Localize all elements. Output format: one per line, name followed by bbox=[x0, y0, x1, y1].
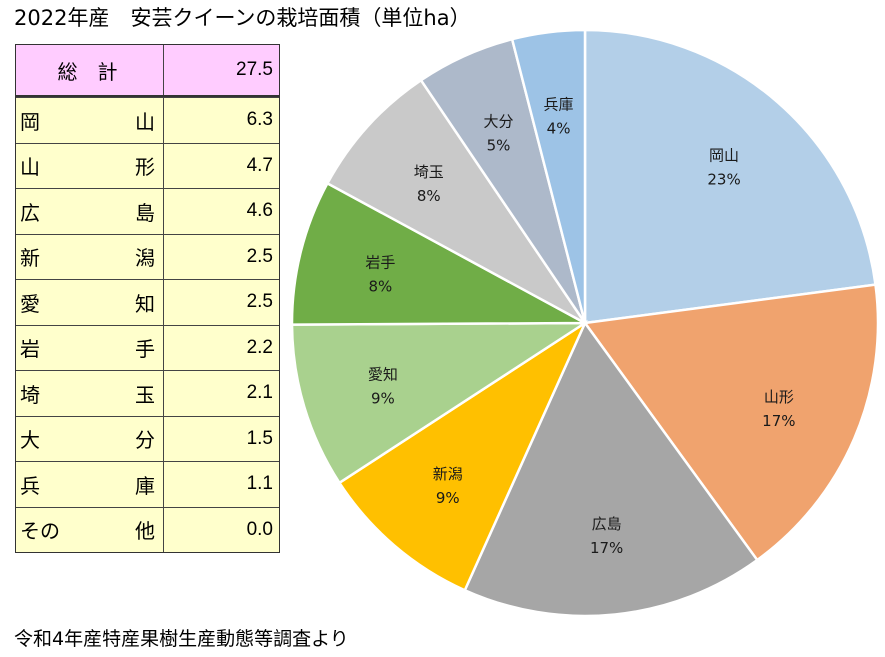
pie-slice bbox=[325, 78, 587, 325]
pie-chart: 岡山 23% 山形 17% 広島 17% 新潟 9% 愛知 9% 岩手 8% 埼玉 8% 大分 5% 兵庫 4% bbox=[290, 28, 880, 618]
prefecture-char-2: 潟 bbox=[135, 246, 155, 271]
prefecture-cell: 大分 bbox=[16, 416, 164, 461]
pie-slice bbox=[290, 181, 586, 326]
prefecture-cell: 広島 bbox=[16, 189, 164, 234]
table-row: 埼玉 2.1 bbox=[16, 370, 279, 416]
prefecture-char-2: 形 bbox=[135, 155, 155, 180]
prefecture-char-2: 手 bbox=[135, 337, 155, 362]
pie-slice bbox=[290, 321, 590, 485]
total-value: 27.5 bbox=[236, 59, 273, 80]
slice-label: 埼玉 bbox=[414, 163, 444, 181]
prefecture-char-1: 山 bbox=[20, 155, 40, 180]
area-value: 2.2 bbox=[246, 336, 273, 358]
prefecture-char-1: 兵 bbox=[20, 473, 40, 498]
prefecture-char-2: 知 bbox=[135, 291, 155, 316]
prefecture-cell: 兵庫 bbox=[16, 462, 164, 507]
table-row: その 他 0.0 bbox=[16, 506, 279, 552]
slice-label: 新潟 bbox=[433, 465, 463, 483]
slice-percent: 9% bbox=[371, 390, 395, 408]
total-label: 総 計 bbox=[16, 45, 164, 95]
slice-percent: 8% bbox=[417, 187, 441, 205]
slice-label: 広島 bbox=[592, 515, 622, 533]
slice-percent: 4% bbox=[547, 120, 571, 138]
table-row: 愛知 2.5 bbox=[16, 279, 279, 325]
slice-percent: 5% bbox=[487, 137, 511, 155]
prefecture-cell: 埼玉 bbox=[16, 371, 164, 416]
prefecture-char-1: その bbox=[20, 519, 60, 544]
table-row: 広島 4.6 bbox=[16, 188, 279, 234]
pie-slice bbox=[337, 319, 588, 592]
slice-label: 山形 bbox=[764, 388, 794, 406]
table-row: 岩手 2.2 bbox=[16, 324, 279, 370]
table-row: 兵庫 1.1 bbox=[16, 461, 279, 507]
table-row: 岡山 6.3 bbox=[16, 97, 279, 143]
prefecture-cell: 岡山 bbox=[16, 98, 164, 143]
area-value: 2.5 bbox=[246, 291, 273, 313]
area-value: 0.0 bbox=[246, 518, 273, 540]
prefecture-char-1: 愛 bbox=[20, 291, 40, 316]
area-value: 2.1 bbox=[246, 382, 273, 404]
slice-percent: 9% bbox=[436, 489, 460, 507]
table-row: 大分 1.5 bbox=[16, 415, 279, 461]
prefecture-cell: 岩手 bbox=[16, 325, 164, 370]
area-value: 1.1 bbox=[246, 473, 273, 495]
prefecture-char-1: 新 bbox=[20, 246, 40, 271]
prefecture-char-2: 島 bbox=[135, 200, 155, 225]
prefecture-cell: その 他 bbox=[16, 507, 164, 552]
source-note: 令和4年産特産果樹生産動態等調査より bbox=[14, 628, 349, 650]
area-value: 4.7 bbox=[246, 154, 273, 176]
slice-label: 岡山 bbox=[709, 146, 739, 164]
prefecture-char-1: 埼 bbox=[20, 382, 40, 407]
slice-percent: 17% bbox=[590, 539, 623, 557]
prefecture-char-2: 分 bbox=[135, 428, 155, 453]
slice-percent: 17% bbox=[762, 412, 795, 430]
pie-slice bbox=[582, 283, 880, 562]
table-row: 山形 4.7 bbox=[16, 142, 279, 188]
slice-label: 大分 bbox=[483, 113, 513, 131]
slice-label: 愛知 bbox=[368, 366, 398, 384]
prefecture-char-1: 大 bbox=[20, 428, 40, 453]
area-value: 6.3 bbox=[246, 109, 273, 131]
prefecture-cell: 新潟 bbox=[16, 234, 164, 279]
prefecture-char-1: 岩 bbox=[20, 337, 40, 362]
slice-percent: 8% bbox=[368, 278, 392, 296]
prefecture-char-1: 岡 bbox=[20, 109, 40, 134]
slice-label: 兵庫 bbox=[544, 96, 574, 114]
area-value: 1.5 bbox=[246, 427, 273, 449]
prefecture-char-2: 山 bbox=[135, 109, 155, 134]
pie-slice bbox=[510, 28, 587, 324]
pie-slice bbox=[583, 28, 877, 325]
pie-slice bbox=[463, 320, 759, 618]
prefecture-char-2: 庫 bbox=[135, 473, 155, 498]
area-table: 総 計 27.5 岡山 6.3 山形 4.7 広島 4.6 新潟 2.5 愛知 2.5 岩手 2.2 埼… bbox=[15, 44, 280, 553]
table-row-total: 総 計 27.5 bbox=[16, 45, 279, 97]
prefecture-cell: 山形 bbox=[16, 143, 164, 188]
prefecture-char-1: 広 bbox=[20, 200, 40, 225]
prefecture-char-2: 玉 bbox=[135, 382, 155, 407]
area-value: 2.5 bbox=[246, 245, 273, 267]
slice-label: 岩手 bbox=[365, 254, 395, 272]
table-row: 新潟 2.5 bbox=[16, 233, 279, 279]
prefecture-char-2: 他 bbox=[135, 519, 155, 544]
chart-title: 2022年産 安芸クイーンの栽培面積（単位ha） bbox=[14, 6, 471, 30]
area-value: 4.6 bbox=[246, 200, 273, 222]
slice-percent: 23% bbox=[707, 170, 740, 188]
prefecture-cell: 愛知 bbox=[16, 280, 164, 325]
